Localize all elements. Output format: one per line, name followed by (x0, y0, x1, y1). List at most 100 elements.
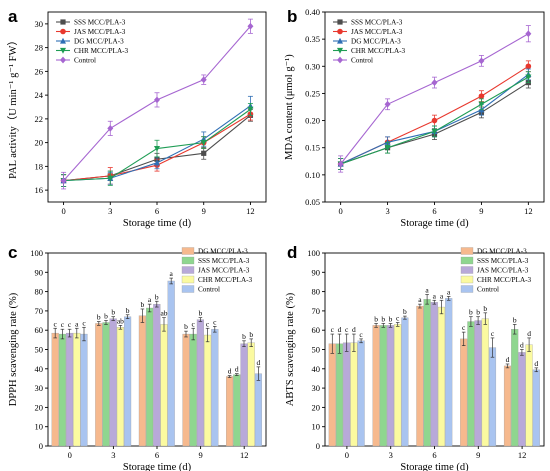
significance-letter: b (97, 313, 101, 322)
data-point (201, 150, 207, 156)
legend-swatch (181, 247, 195, 255)
legend-swatch (460, 247, 474, 255)
y-tick-label: 90 (35, 267, 44, 277)
bar (357, 340, 365, 447)
legend-swatch (460, 266, 474, 274)
legend-marker (337, 47, 343, 54)
x-tick-label: 3 (108, 206, 112, 216)
legend-label: CHR MCC/PLA-3 (74, 47, 129, 55)
bar (240, 343, 248, 447)
legend-label: Control (351, 57, 373, 65)
legend-label: CHR MCC/PLA-3 (477, 276, 532, 284)
bar (109, 318, 117, 447)
y-tick-label: 24 (35, 90, 44, 100)
significance-letter: b (374, 314, 378, 323)
significance-letter: b (389, 314, 393, 323)
significance-letter: d (257, 358, 261, 367)
bar (196, 319, 204, 447)
bar (394, 324, 402, 447)
x-tick-label: 9 (479, 206, 483, 216)
significance-letter: a (418, 295, 422, 304)
y-tick-label: 30 (312, 383, 321, 393)
significance-letter: c (68, 320, 72, 329)
series-4 (337, 25, 532, 173)
x-tick-label: 6 (155, 450, 159, 460)
y-axis-label: DPPH scavenging rate (%) (8, 292, 19, 406)
x-tick-label: 3 (111, 450, 115, 460)
y-tick-label: 60 (312, 325, 321, 335)
x-axis-label: Storage time (d) (123, 218, 192, 229)
y-tick-label: 16 (35, 185, 44, 195)
x-axis-label: Storage time (d) (123, 462, 192, 471)
significance-letter: c (82, 318, 86, 327)
significance-letter: b (249, 330, 253, 339)
legend-swatch (181, 275, 195, 284)
bar (80, 333, 88, 447)
series-3 (337, 71, 532, 170)
bar (350, 342, 358, 447)
bar (73, 332, 81, 447)
y-tick-label: 20 (35, 402, 44, 412)
bar (474, 320, 482, 447)
significance-letter: c (206, 319, 210, 328)
data-point (60, 177, 67, 185)
legend-marker (60, 19, 66, 25)
significance-letter: c (54, 319, 58, 328)
legend-label: DG MCC/PLA-3 (198, 248, 248, 256)
series-3 (60, 103, 254, 187)
legend-label: Control (74, 57, 96, 65)
bar (189, 333, 197, 447)
x-tick-label: 12 (518, 450, 527, 460)
significance-letter: d (235, 365, 239, 374)
significance-letter: c (331, 325, 335, 334)
significance-letter: b (381, 314, 385, 323)
bar (467, 321, 475, 447)
significance-letter: b (513, 315, 517, 324)
legend-label: JAS MCC/PLA-3 (351, 28, 403, 36)
bar (386, 325, 395, 447)
legend-marker (337, 28, 343, 35)
data-point (431, 128, 438, 135)
y-axis-label: ABTS scavenging rate (%) (285, 292, 296, 406)
legend-label: SSS MCC/PLA-3 (198, 257, 250, 265)
y-tick-label: 60 (35, 325, 44, 335)
legend-swatch (181, 266, 195, 274)
significance-letter: b (111, 308, 115, 317)
bar (51, 332, 59, 447)
y-tick-label: 0.20 (305, 116, 320, 126)
significance-letter: c (61, 320, 65, 329)
data-point (525, 30, 532, 38)
data-point (200, 140, 207, 146)
x-tick-label: 0 (345, 450, 349, 460)
bar (532, 369, 540, 447)
significance-letter: a (425, 285, 429, 294)
y-tick-label: 30 (35, 19, 44, 29)
significance-letter: b (242, 332, 246, 341)
x-tick-label: 12 (246, 206, 255, 216)
x-tick-label: 3 (385, 206, 389, 216)
x-tick-label: 6 (155, 206, 159, 216)
bar (95, 323, 103, 447)
significance-letter: c (462, 323, 466, 332)
y-tick-label: 100 (307, 248, 320, 258)
bar (437, 306, 446, 447)
legend-swatch (460, 275, 474, 284)
bar (343, 342, 351, 447)
significance-letter: c (491, 329, 495, 338)
legend-marker (337, 37, 343, 44)
y-tick-label: 50 (35, 345, 44, 355)
bar (328, 343, 336, 447)
data-point (107, 175, 114, 182)
x-tick-label: 6 (432, 450, 436, 460)
data-point (154, 159, 160, 166)
x-tick-label: 3 (389, 450, 393, 460)
legend-label: Control (198, 286, 220, 294)
